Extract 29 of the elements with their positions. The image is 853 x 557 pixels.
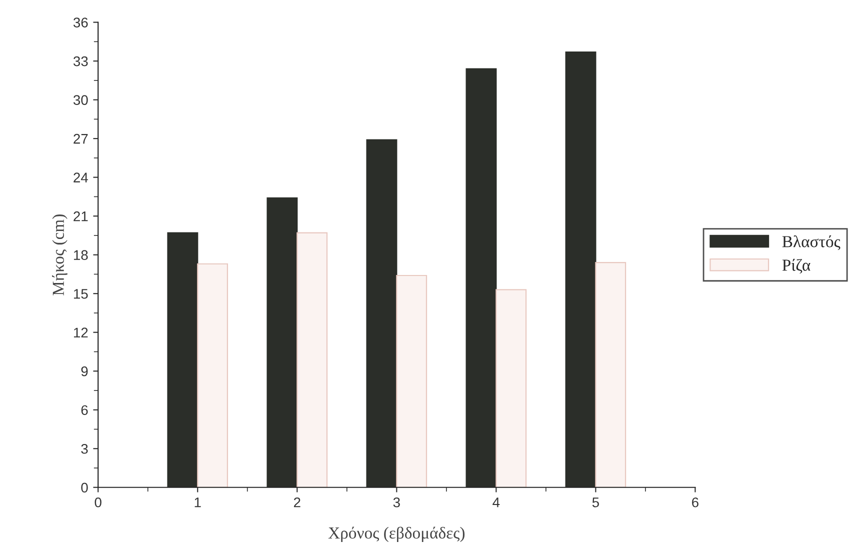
- y-tick-label: 15: [74, 289, 88, 299]
- y-tick-label: 33: [73, 56, 88, 66]
- y-tick-label: 6: [81, 405, 88, 416]
- legend-label: Βλαστός: [782, 235, 840, 250]
- y-tick-label: 12: [74, 328, 88, 338]
- y-axis-title: Μήκος (cm): [52, 214, 68, 296]
- y-tick-label: 24: [74, 172, 88, 182]
- y-tick-label: 30: [73, 95, 88, 105]
- x-axis-title: Χρόνος (εβδομάδες): [328, 526, 465, 542]
- bar: [396, 274, 428, 488]
- x-tick-label: 1: [194, 498, 201, 508]
- x-tick-label: 2: [294, 497, 300, 508]
- y-tick-label: 36: [73, 18, 88, 28]
- y-tick-label: 0: [81, 482, 88, 493]
- y-tick-label: 18: [74, 250, 88, 260]
- legend-label: Ρίζα: [782, 258, 810, 274]
- y-tick-label: 3: [81, 444, 88, 454]
- y-tick-label: 27: [74, 134, 88, 144]
- x-tick-label: 4: [492, 498, 500, 508]
- bar: [296, 232, 328, 488]
- bar: [496, 289, 527, 488]
- bar: [595, 262, 626, 488]
- y-tick-label: 21: [74, 211, 88, 222]
- y-tick-label: 9: [81, 366, 88, 376]
- x-tick-label: 3: [393, 497, 400, 508]
- x-tick-label: 0: [94, 497, 102, 508]
- bar: [197, 263, 228, 488]
- x-tick-label: 6: [692, 497, 698, 508]
- x-tick-label: 5: [592, 498, 599, 508]
